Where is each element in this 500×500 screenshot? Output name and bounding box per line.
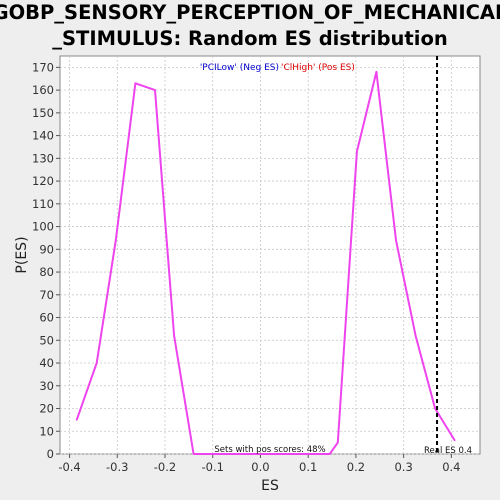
y-tick-label: 120 — [32, 174, 54, 188]
y-axis-label: P(ES) — [14, 236, 30, 273]
y-tick-label: 110 — [32, 197, 54, 211]
y-tick-label: 60 — [39, 311, 54, 325]
x-tick-label: 0.4 — [442, 460, 460, 474]
y-tick-label: 70 — [39, 288, 54, 302]
data-point — [231, 453, 234, 455]
y-tick-label: 90 — [39, 242, 54, 256]
data-point — [395, 239, 397, 242]
y-tick-label: 50 — [39, 333, 54, 347]
data-point — [192, 453, 195, 455]
data-point — [173, 334, 175, 337]
axis-ticks: -0.4 -0.3 -0.2 -0.1 0.0 0.1 0.2 0.3 0.4 0 10 20 30 40… — [32, 60, 460, 474]
series-layer — [75, 70, 456, 455]
x-tick-label: 0.3 — [394, 460, 412, 474]
y-tick-label: 80 — [39, 265, 54, 279]
plot-area — [59, 55, 481, 455]
data-point — [134, 82, 137, 85]
legend-pos-label: 'ClHigh' (Pos ES) — [281, 63, 355, 73]
data-point — [434, 407, 436, 410]
y-tick-label: 130 — [32, 151, 54, 165]
data-point — [75, 419, 78, 421]
y-tick-label: 30 — [39, 379, 54, 393]
y-tick-label: 160 — [32, 83, 54, 97]
data-point — [414, 334, 417, 337]
grid-lines — [60, 56, 480, 455]
data-point — [154, 89, 156, 91]
y-tick-label: 140 — [32, 129, 54, 143]
y-tick-label: 10 — [39, 424, 54, 438]
pos-scores-annotation: Sets with pos scores: 48% — [214, 445, 325, 455]
legend-neg-label: 'PCILow' (Neg ES) — [200, 63, 279, 73]
data-point — [270, 453, 273, 455]
data-point — [336, 441, 339, 444]
data-point — [251, 453, 253, 455]
data-point — [115, 239, 117, 242]
x-axis-label: ES — [261, 478, 279, 494]
chart-title-line-1: GOBP_SENSORY_PERCEPTION_OF_MECHANICAL — [0, 1, 500, 24]
x-tick-label: 0.2 — [347, 460, 365, 474]
data-point — [95, 362, 98, 364]
y-tick-label: 100 — [32, 220, 54, 234]
x-tick-label: 0.0 — [251, 460, 269, 474]
y-tick-label: 0 — [47, 447, 54, 461]
x-tick-label: -0.3 — [106, 460, 128, 474]
x-tick-label: -0.2 — [154, 460, 176, 474]
data-point — [375, 71, 378, 73]
data-point — [290, 453, 292, 455]
data-point — [212, 453, 215, 455]
data-point — [453, 439, 456, 442]
x-tick-label: 0.1 — [299, 460, 317, 474]
data-point — [328, 453, 331, 455]
y-tick-label: 170 — [32, 60, 54, 74]
x-tick-label: -0.1 — [202, 460, 224, 474]
x-tick-label: -0.4 — [58, 460, 80, 474]
y-tick-label: 20 — [39, 402, 54, 416]
y-tick-label: 40 — [39, 356, 54, 370]
data-point — [309, 453, 311, 455]
y-tick-label: 150 — [32, 106, 54, 120]
real-es-label: Real ES 0.4 — [424, 446, 472, 456]
data-point — [356, 150, 358, 153]
chart-title-line-2: _STIMULUS: Random ES distribution — [52, 27, 447, 50]
